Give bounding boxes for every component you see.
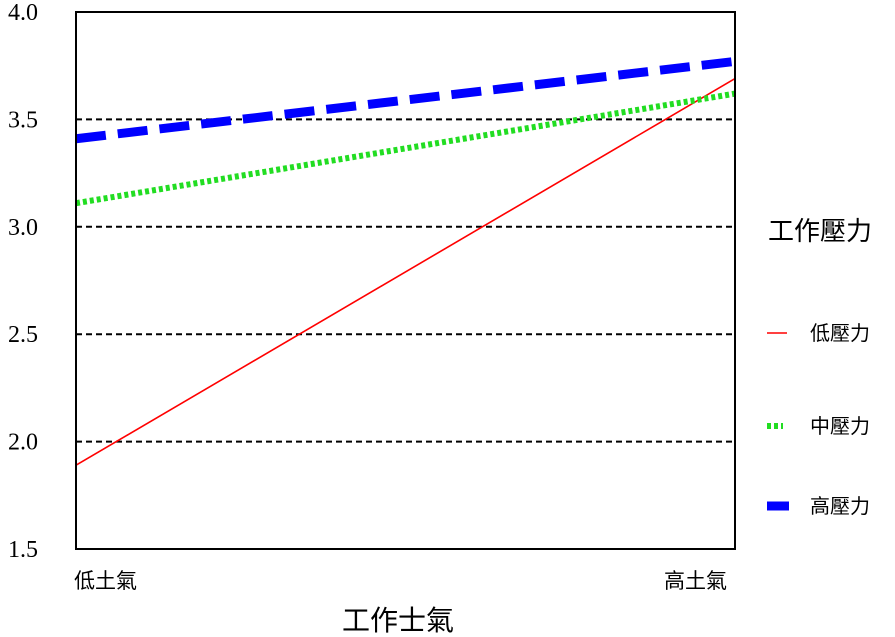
legend-label: 低壓力 <box>810 321 870 345</box>
y-tick-label: 3.0 <box>8 215 38 241</box>
y-tick-label: 3.5 <box>8 107 38 133</box>
y-tick-label: 2.0 <box>8 430 38 456</box>
x-axis-categories: 低土氣 高土氣 <box>74 569 727 593</box>
legend-title: 工作壓力 <box>768 217 872 247</box>
legend-label: 中壓力 <box>810 414 870 438</box>
legend-label: 高壓力 <box>810 494 870 518</box>
y-tick-label: 4.0 <box>8 0 38 26</box>
series-line-3 <box>75 56 736 144</box>
y-tick-label: 2.5 <box>8 322 38 348</box>
gridlines <box>76 118 735 443</box>
x-category-label: 高土氣 <box>664 569 727 593</box>
x-category-label: 低土氣 <box>74 569 137 593</box>
plot-frame <box>75 11 736 550</box>
x-axis-title: 工作士氣 <box>342 604 454 637</box>
series-line-1 <box>75 77 736 466</box>
y-axis-ticks: 1.5 2.0 2.5 3.0 3.5 4.0 <box>8 0 38 563</box>
series-lines <box>75 56 736 466</box>
series-line-2 <box>75 90 736 207</box>
y-tick-label: 1.5 <box>8 537 38 563</box>
